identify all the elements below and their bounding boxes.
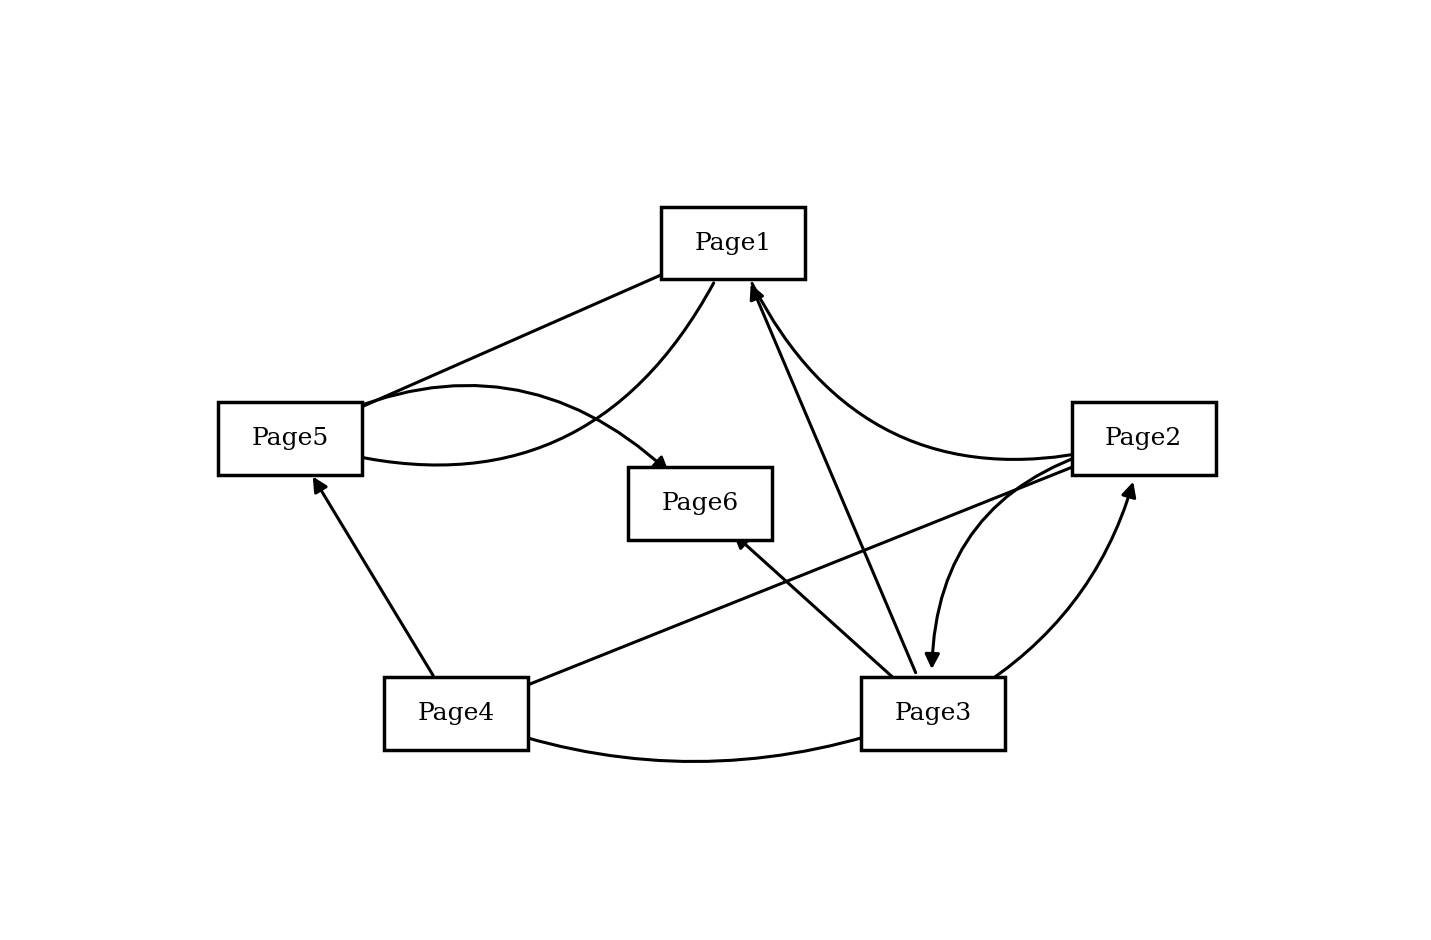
FancyArrowPatch shape [331,261,690,420]
Bar [384,678,528,750]
Bar [861,678,1005,750]
Bar [661,207,806,279]
Text: Page5: Page5 [252,427,328,450]
FancyArrowPatch shape [926,449,1100,666]
Bar [218,402,362,475]
Text: Page1: Page1 [695,231,771,255]
FancyArrowPatch shape [336,283,714,465]
Bar [1072,402,1216,475]
FancyArrowPatch shape [501,728,892,761]
Text: Page3: Page3 [894,702,972,725]
FancyArrowPatch shape [751,287,916,673]
FancyArrowPatch shape [736,536,900,683]
Text: Page6: Page6 [661,493,738,515]
Text: Page4: Page4 [418,702,495,725]
FancyArrowPatch shape [972,485,1135,692]
Bar [628,467,773,540]
FancyArrowPatch shape [329,385,667,470]
FancyArrowPatch shape [315,479,434,676]
FancyArrowPatch shape [498,455,1099,697]
Text: Page2: Page2 [1105,427,1182,450]
FancyArrowPatch shape [753,284,1098,460]
